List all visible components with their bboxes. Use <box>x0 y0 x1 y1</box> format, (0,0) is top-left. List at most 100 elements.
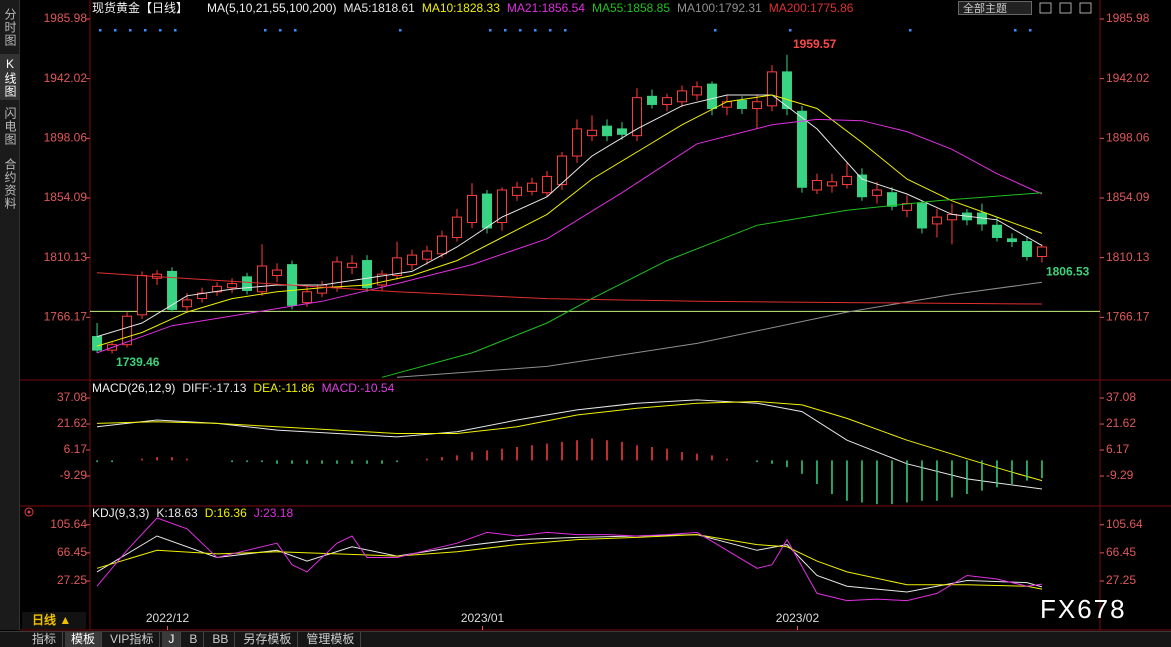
y-tick-label: 27.25 <box>1106 573 1136 587</box>
chart-title: MACD(26,12,9) <box>92 381 175 395</box>
candle-body <box>691 86 702 96</box>
legend-entry: MA200:1775.86 <box>769 1 854 15</box>
candle-body <box>422 250 433 260</box>
candle-body <box>467 194 478 224</box>
y-tick-label: 1854.09 <box>44 190 88 204</box>
candle-body <box>437 235 448 255</box>
y-tick-label: 1810.13 <box>44 250 88 264</box>
tab[interactable]: J <box>162 632 182 647</box>
y-tick-label: 1766.17 <box>1106 310 1150 324</box>
signal-dot <box>129 29 132 32</box>
side-tab[interactable]: 分时图 <box>3 7 17 47</box>
candle-body <box>377 273 388 286</box>
annotation: 1806.53 <box>1046 265 1090 279</box>
annotation: 1739.46 <box>116 355 160 369</box>
annotation: 1959.57 <box>793 37 837 51</box>
tab[interactable]: 模板 <box>65 632 103 647</box>
theme-button[interactable]: 全部主题 <box>958 1 1032 15</box>
series-line <box>96 517 1043 602</box>
candle-body <box>736 99 747 110</box>
y-tick-label: 21.62 <box>57 416 87 430</box>
y-tick-label: 6.17 <box>1106 442 1130 456</box>
candle-body <box>601 125 612 137</box>
signal-dot <box>279 29 282 32</box>
candle-body <box>272 269 283 276</box>
tab[interactable]: B <box>183 632 205 647</box>
candle-body <box>137 274 148 316</box>
x-tick-label: 2023/02 <box>776 611 820 625</box>
legend-entry: MA10:1828.33 <box>422 1 500 15</box>
sidebar: 分时图 K线图 闪电图 合约资料 <box>0 0 20 630</box>
candle-body <box>751 101 762 110</box>
signal-dot <box>549 29 552 32</box>
candle-body <box>587 129 598 137</box>
icon[interactable] <box>1079 2 1092 14</box>
candle-body <box>362 260 373 289</box>
candle-body <box>392 257 403 276</box>
y-tick-label: 105.64 <box>1106 517 1143 531</box>
candle-body <box>542 175 553 194</box>
y-tick-label: 1985.98 <box>44 11 88 25</box>
candle-body <box>916 203 927 229</box>
tab[interactable]: VIP指标 <box>104 632 161 647</box>
x-tick-label: 2022/12 <box>146 611 190 625</box>
candle-body <box>482 193 493 229</box>
signal-dot <box>264 29 267 32</box>
tab[interactable]: 另存模板 <box>237 632 299 647</box>
y-tick-label: 37.08 <box>57 390 87 404</box>
y-tick-label: -9.29 <box>1106 468 1134 482</box>
signal-dot <box>144 29 147 32</box>
side-tab[interactable]: K线图 <box>0 54 19 100</box>
y-tick-label: 105.64 <box>50 517 87 531</box>
tab[interactable]: 管理模板 <box>300 632 362 647</box>
candle-body <box>871 189 882 196</box>
side-tab[interactable]: 闪电图 <box>3 106 17 146</box>
candle-body <box>841 175 852 186</box>
signal-dot <box>159 29 162 32</box>
candle-body <box>122 315 133 346</box>
watermark: FX678 <box>1040 594 1127 624</box>
signal-dot <box>399 29 402 32</box>
signal-dot <box>114 29 117 32</box>
signal-dot <box>99 29 102 32</box>
signal-dot <box>534 29 537 32</box>
series-line <box>381 192 1043 378</box>
bottom-tabs: 指标 模板 VIP指标 J B BB 另存模板 管理模板 <box>0 631 1171 647</box>
signal-dot <box>1029 29 1032 32</box>
candle-body <box>676 90 687 103</box>
y-tick-label: 1854.09 <box>1106 190 1150 204</box>
icon[interactable] <box>24 507 34 517</box>
candle-body <box>856 174 867 198</box>
signal-dot <box>174 29 177 32</box>
series-line <box>96 399 1043 490</box>
tab[interactable]: 指标 <box>26 632 64 647</box>
legend-entry: MA5:1818.61 <box>343 1 415 15</box>
legend-entry: J:23.18 <box>254 506 294 520</box>
signal-dot <box>564 29 567 32</box>
chart-title: 现货黄金【日线】 <box>92 0 188 15</box>
icon[interactable] <box>1059 2 1072 14</box>
candle-body <box>766 71 777 107</box>
candle-body <box>452 216 463 238</box>
series-line <box>96 272 1043 305</box>
candle-body <box>227 283 238 289</box>
candle-body <box>991 224 1002 238</box>
candle-body <box>1021 241 1032 257</box>
signal-dot <box>519 29 522 32</box>
series-line <box>396 281 1043 378</box>
tab[interactable]: BB <box>206 632 236 647</box>
series-line <box>96 400 1043 482</box>
candle-body <box>302 291 313 304</box>
period-button[interactable]: 日线 ▲ <box>22 612 86 629</box>
icon <box>27 510 31 514</box>
y-tick-label: 66.45 <box>57 545 87 559</box>
side-tab[interactable]: 合约资料 <box>3 158 17 210</box>
series-line <box>96 94 1043 338</box>
candle-body <box>706 83 717 110</box>
candle-body <box>557 155 568 186</box>
icon[interactable] <box>1039 2 1052 14</box>
indicator-title: MA(5,10,21,55,100,200) <box>207 1 336 15</box>
legend-entry: MA55:1858.85 <box>592 1 670 15</box>
candle-body <box>497 189 508 224</box>
signal-dot <box>489 29 492 32</box>
